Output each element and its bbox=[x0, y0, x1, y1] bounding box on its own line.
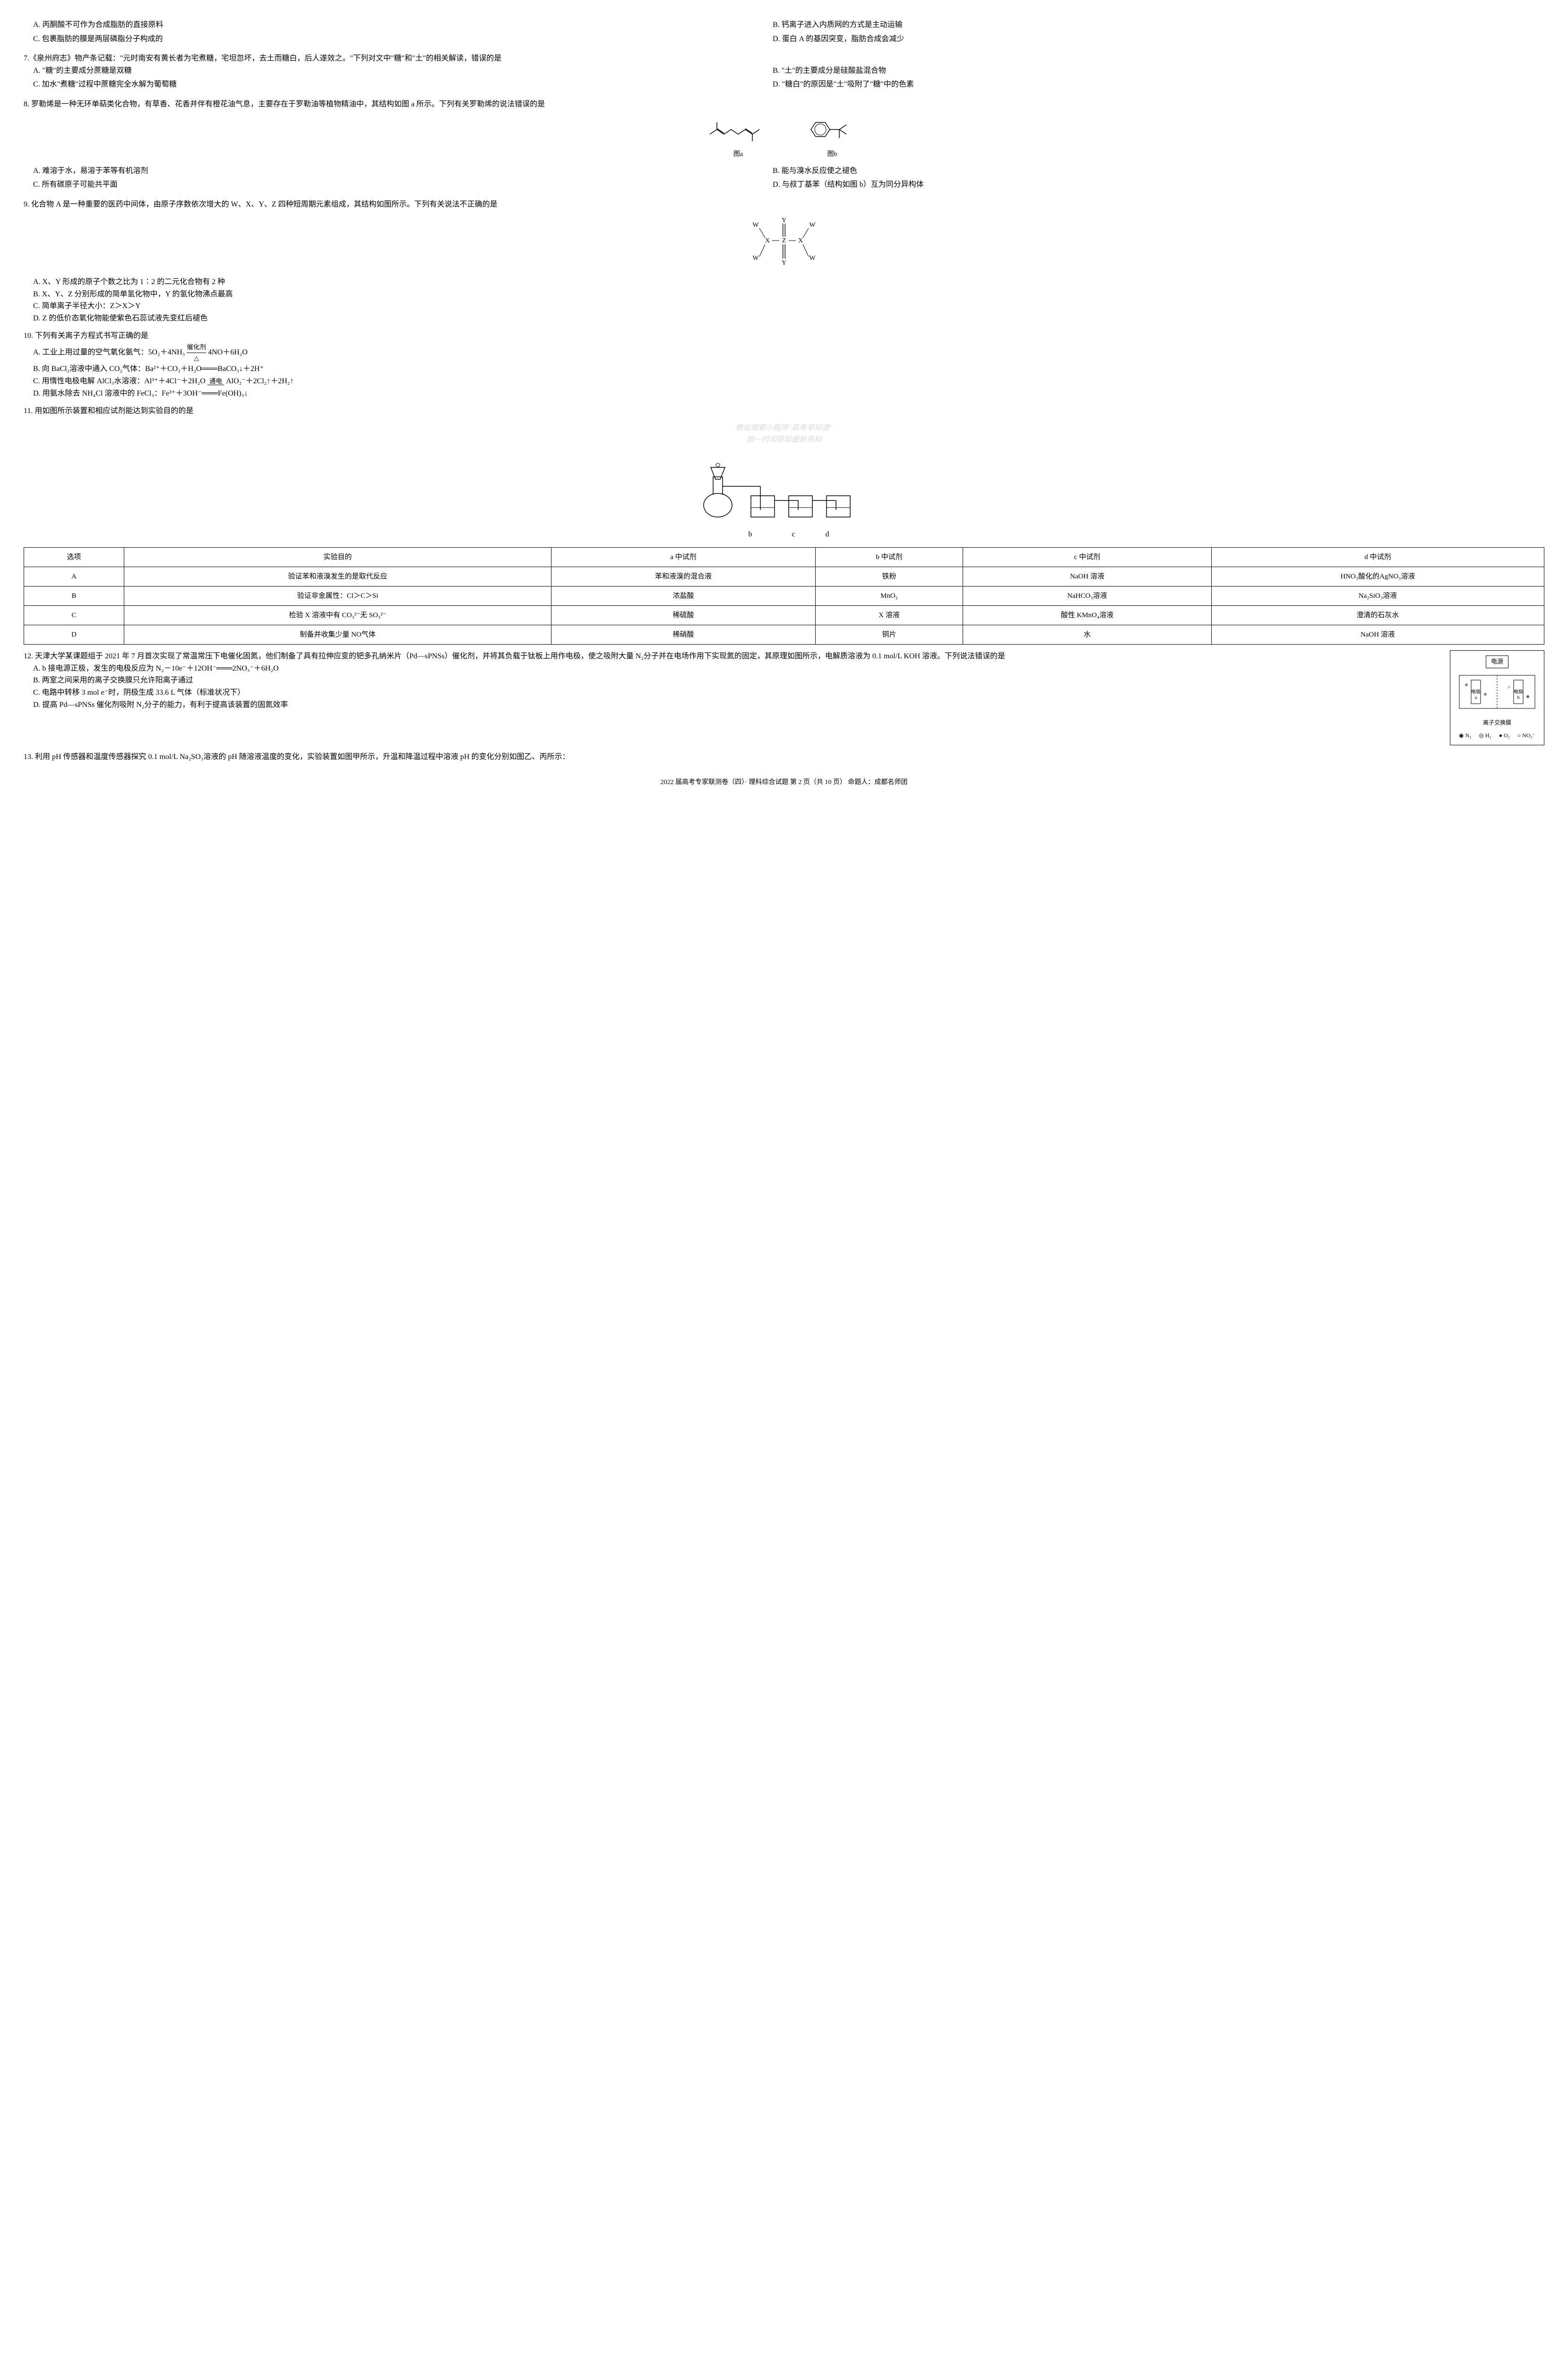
table-cell: C bbox=[24, 606, 124, 625]
question-13: 13. 利用 pH 传感器和温度传感器探究 0.1 mol/L Na₂SO₃溶液… bbox=[24, 751, 1544, 763]
svg-text:X: X bbox=[765, 237, 770, 244]
question-7: 7.《泉州府志》物产条记载："元时南安有黄长者为宅煮糖，宅坦忽坏，去土而糖白，后… bbox=[24, 52, 1544, 93]
q6-option-a: A. 丙酮酸不可作为合成脂肪的直接原料 bbox=[33, 19, 758, 31]
table-cell: 稀硝酸 bbox=[551, 625, 815, 645]
q6-option-c: C. 包裹脂肪的膜是两层磷脂分子构成的 bbox=[33, 33, 758, 45]
svg-text:a: a bbox=[1475, 695, 1477, 700]
table-cell: D bbox=[24, 625, 124, 645]
q11-table: 选项 实验目的 a 中试剂 b 中试剂 c 中试剂 d 中试剂 A验证苯和液溴发… bbox=[24, 547, 1544, 645]
watermark: 微信搜索小程序"高考早知道" 第一时间获取最新资料 bbox=[24, 422, 1544, 446]
q7-option-a: A. "糖"的主要成分蔗糖是双糖 bbox=[33, 65, 758, 77]
svg-text:W: W bbox=[809, 255, 816, 262]
q10-stem: 10. 下列有关离子方程式书写正确的是 bbox=[24, 330, 1544, 342]
table-cell: Na₂SiO₃溶液 bbox=[1211, 586, 1544, 606]
q8-diagram-b: 图b bbox=[801, 115, 863, 160]
table-row: D制备并收集少量 NO气体稀硝酸铜片水NaOH 溶液 bbox=[24, 625, 1544, 645]
table-cell: HNO₃酸化的AgNO₃溶液 bbox=[1211, 567, 1544, 586]
question-9: 9. 化合物 A 是一种重要的医药中间体，由原子序数依次增大的 W、X、Y、Z … bbox=[24, 198, 1544, 325]
q11-label-c: c bbox=[792, 530, 795, 538]
table-cell: A bbox=[24, 567, 124, 586]
q8-option-c: C. 所有碳原子可能共平面 bbox=[33, 179, 758, 191]
q12-stem: 12. 天津大学某课题组于 2021 年 7 月首次实现了常温常压下电催化固氮，… bbox=[24, 650, 1544, 663]
svg-text:电极: 电极 bbox=[1514, 689, 1523, 695]
q12-diagram: 电源 电极 a 电极 b 离子交换膜 ◉ N₂ ◎ H₂ ● O₂ ○ NO₃⁻ bbox=[1450, 650, 1544, 745]
q10-option-d: D. 用氨水除去 NH₄Cl 溶液中的 FeCl₃：Fe³⁺＋3OH⁻═══Fe… bbox=[33, 388, 1544, 400]
table-cell: 稀硫酸 bbox=[551, 606, 815, 625]
q7-stem: 7.《泉州府志》物产条记载："元时南安有黄长者为宅煮糖，宅坦忽坏，去土而糖白，后… bbox=[24, 52, 1544, 65]
svg-text:Y: Y bbox=[782, 217, 786, 224]
table-cell: X 溶液 bbox=[815, 606, 963, 625]
svg-text:W: W bbox=[752, 255, 759, 262]
table-cell: NaOH 溶液 bbox=[963, 567, 1211, 586]
q7-option-d: D. "糖白"的原因是"土"吸附了"糖"中的色素 bbox=[773, 78, 1498, 91]
table-cell: 检验 X 溶液中有 CO₃²⁻无 SO₃²⁻ bbox=[124, 606, 551, 625]
table-cell: 制备并收集少量 NO气体 bbox=[124, 625, 551, 645]
question-6-continued: A. 丙酮酸不可作为合成脂肪的直接原料 B. 钙离子进入内质网的方式是主动运输 … bbox=[24, 19, 1544, 47]
table-cell: 验证非金属性：Cl＞C＞Si bbox=[124, 586, 551, 606]
th-b: b 中试剂 bbox=[815, 548, 963, 567]
th-a: a 中试剂 bbox=[551, 548, 815, 567]
svg-text:b: b bbox=[1517, 695, 1520, 700]
question-8: 8. 罗勒烯是一种无环单萜类化合物，有草香、花香并伴有橙花油气息，主要存在于罗勒… bbox=[24, 98, 1544, 193]
th-purpose: 实验目的 bbox=[124, 548, 551, 567]
table-cell: B bbox=[24, 586, 124, 606]
table-cell: 铁粉 bbox=[815, 567, 963, 586]
th-option: 选项 bbox=[24, 548, 124, 567]
q9-option-a: A. X、Y 形成的原子个数之比为 1∶2 的二元化合物有 2 种 bbox=[33, 276, 1544, 288]
svg-text:电极: 电极 bbox=[1471, 689, 1481, 695]
q11-apparatus-diagram: b c d bbox=[24, 453, 1544, 540]
table-cell: NaHCO₃溶液 bbox=[963, 586, 1211, 606]
q12-option-c: C. 电路中转移 3 mol e⁻时，阴极生成 33.6 L 气体（标准状况下） bbox=[33, 687, 1544, 699]
q10-option-b: B. 向 BaCl₂溶液中通入 CO₂气体：Ba²⁺＋CO₂＋H₂O═══BaC… bbox=[33, 363, 1544, 375]
q7-option-b: B. "土"的主要成分是硅酸盐混合物 bbox=[773, 65, 1498, 77]
svg-text:X: X bbox=[798, 237, 803, 244]
table-cell: 酸性 KMnO₄溶液 bbox=[963, 606, 1211, 625]
q6-option-b: B. 钙离子进入内质网的方式是主动运输 bbox=[773, 19, 1498, 31]
q6-option-d: D. 蛋白 A 的基因突变，脂肪合成会减少 bbox=[773, 33, 1498, 45]
q9-structure-diagram: Y W W X Z X W W Y bbox=[24, 215, 1544, 271]
q8-option-b: B. 能与溴水反应使之褪色 bbox=[773, 165, 1498, 177]
q11-label-b: b bbox=[748, 530, 752, 538]
q7-option-c: C. 加水"煮糖"过程中蔗糖完全水解为葡萄糖 bbox=[33, 78, 758, 91]
q12-option-b: B. 两室之间采用的离子交换膜只允许阳离子通过 bbox=[33, 674, 1544, 687]
q8-diagram-a: 图a bbox=[705, 115, 771, 160]
question-11: 11. 用如图所示装置和相应试剂能达到实验目的的是 微信搜索小程序"高考早知道"… bbox=[24, 405, 1544, 645]
q12-option-a: A. b 接电源正极，发生的电极反应为 N₂－10e⁻＋12OH⁻═══2NO₃… bbox=[33, 663, 1544, 675]
q9-option-c: C. 简单离子半径大小：Z＞X＞Y bbox=[33, 300, 1544, 312]
svg-text:W: W bbox=[809, 222, 816, 229]
q13-stem: 13. 利用 pH 传感器和温度传感器探究 0.1 mol/L Na₂SO₃溶液… bbox=[24, 751, 1544, 763]
th-c: c 中试剂 bbox=[963, 548, 1211, 567]
table-cell: 水 bbox=[963, 625, 1211, 645]
q8-option-a: A. 难溶于水，易溶于苯等有机溶剂 bbox=[33, 165, 758, 177]
q12-option-d: D. 提高 Pd—sPNSs 催化剂吸附 N₂分子的能力，有利于提高该装置的固氮… bbox=[33, 699, 1544, 711]
question-12: 电源 电极 a 电极 b 离子交换膜 ◉ N₂ ◎ H₂ ● O₂ ○ NO₃⁻… bbox=[24, 650, 1544, 745]
q11-label-d: d bbox=[826, 530, 829, 538]
q11-stem: 11. 用如图所示装置和相应试剂能达到实验目的的是 bbox=[24, 405, 1544, 417]
q8-label-a: 图a bbox=[705, 149, 771, 160]
q10-option-a: A. 工业上用过量的空气氧化氨气：5O₂＋4NH₃ 催化剂△ 4NO＋6H₂O bbox=[33, 342, 1544, 363]
table-cell: MnO₂ bbox=[815, 586, 963, 606]
table-cell: 浓盐酸 bbox=[551, 586, 815, 606]
table-cell: NaOH 溶液 bbox=[1211, 625, 1544, 645]
table-cell: 澄清的石灰水 bbox=[1211, 606, 1544, 625]
q8-label-b: 图b bbox=[801, 149, 863, 160]
svg-text:Z: Z bbox=[782, 237, 786, 244]
svg-text:Y: Y bbox=[782, 259, 786, 267]
question-10: 10. 下列有关离子方程式书写正确的是 A. 工业上用过量的空气氧化氨气：5O₂… bbox=[24, 330, 1544, 399]
table-row: C检验 X 溶液中有 CO₃²⁻无 SO₃²⁻稀硫酸X 溶液酸性 KMnO₄溶液… bbox=[24, 606, 1544, 625]
q9-stem: 9. 化合物 A 是一种重要的医药中间体，由原子序数依次增大的 W、X、Y、Z … bbox=[24, 198, 1544, 211]
table-cell: 铜片 bbox=[815, 625, 963, 645]
q9-option-b: B. X、Y、Z 分别形成的简单氢化物中，Y 的氢化物沸点最高 bbox=[33, 288, 1544, 301]
table-row: A验证苯和液溴发生的是取代反应苯和液溴的混合液铁粉NaOH 溶液HNO₃酸化的A… bbox=[24, 567, 1544, 586]
svg-text:W: W bbox=[752, 222, 759, 229]
q8-stem: 8. 罗勒烯是一种无环单萜类化合物，有草香、花香并伴有橙花油气息，主要存在于罗勒… bbox=[24, 98, 1544, 111]
table-row: B验证非金属性：Cl＞C＞Si浓盐酸MnO₂NaHCO₃溶液Na₂SiO₃溶液 bbox=[24, 586, 1544, 606]
th-d: d 中试剂 bbox=[1211, 548, 1544, 567]
q8-option-d: D. 与叔丁基苯（结构如图 b）互为同分异构体 bbox=[773, 179, 1498, 191]
q9-option-d: D. Z 的低价态氧化物能使紫色石蕊试液先变红后褪色 bbox=[33, 312, 1544, 325]
table-cell: 苯和液溴的混合液 bbox=[551, 567, 815, 586]
table-cell: 验证苯和液溴发生的是取代反应 bbox=[124, 567, 551, 586]
q10-option-c: C. 用惰性电极电解 AlCl₃水溶液：Al³⁺＋4Cl⁻＋2H₂O 通电 Al… bbox=[33, 375, 1544, 388]
page-footer: 2022 届高考专家联测卷（四）· 理科综合试题 第 2 页（共 10 页） 命… bbox=[24, 777, 1544, 788]
